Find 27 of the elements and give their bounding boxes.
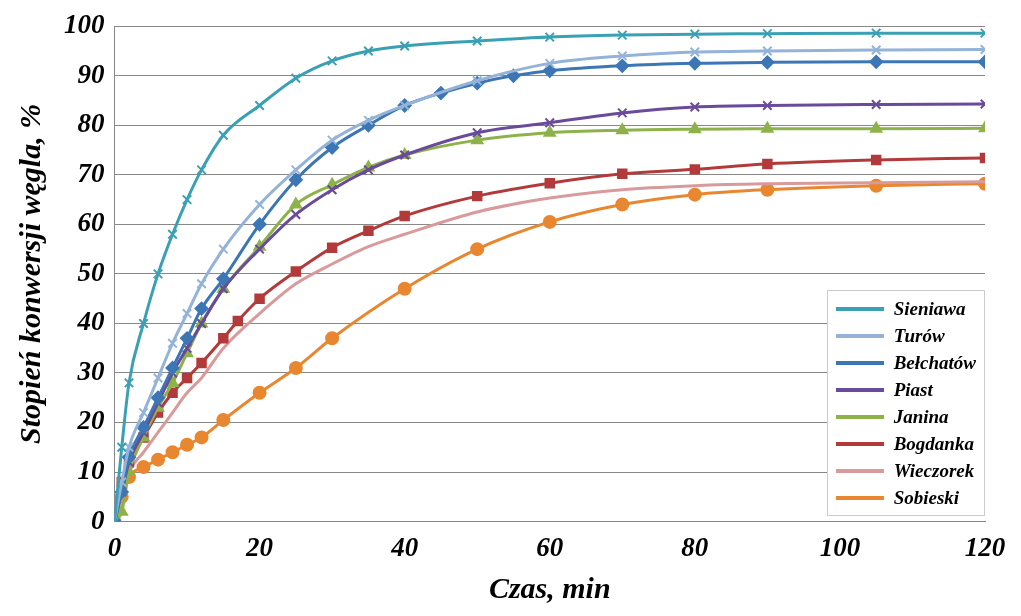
y-tick-label: 10 [77,455,105,486]
y-tick-label: 60 [77,207,105,238]
y-tick-label: 20 [76,405,105,436]
y-tick-label: 40 [76,306,105,337]
y-tick-label: 0 [91,504,105,535]
y-tick-label: 80 [77,108,105,139]
y-tick-label: 100 [64,9,105,40]
x-tick-label: 20 [245,531,274,562]
x-tick-label: 120 [964,531,1006,562]
legend-label: Sobieski [893,486,960,509]
y-tick-label: 50 [77,256,105,287]
y-tick-label: 70 [77,157,105,188]
legend-label: Bogdanka [893,432,974,455]
legend-label: Sieniawa [893,297,966,320]
x-tick-label: 60 [536,531,564,562]
y-axis-title: Stopień konwersji węgla, % [12,103,46,444]
legend-label: Wieczorek [893,459,975,482]
legend-label: Janina [893,405,949,428]
legend-label: Turów [893,324,945,347]
legend-label: Bełchatów [893,351,976,374]
x-tick-label: 80 [681,531,709,562]
x-axis-title: Czas, min [488,570,611,604]
x-tick-label: 100 [819,531,861,562]
legend-label: Piast [893,378,933,401]
y-tick-label: 90 [77,58,105,89]
y-tick-label: 30 [76,355,105,386]
x-tick-label: 40 [390,531,419,562]
